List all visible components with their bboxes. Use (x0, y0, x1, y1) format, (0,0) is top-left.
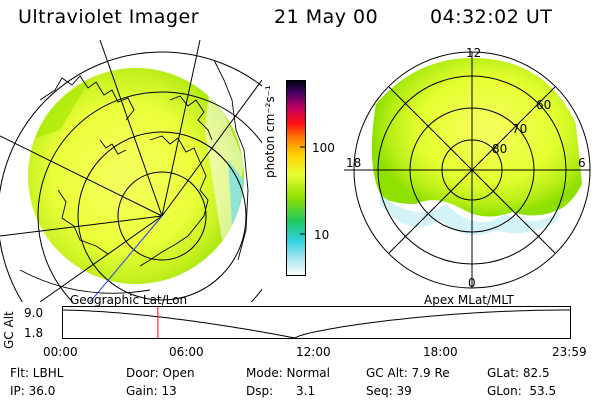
colorbar-tick-10: 10 (314, 228, 330, 242)
glon-info: GLon: 53.5 (487, 384, 557, 398)
time-tick-2359: 23:59 (552, 345, 587, 359)
door-info: Door: Open (126, 366, 195, 380)
mlat-label-60: 60 (536, 98, 552, 112)
apex-label: Apex MLat/MLT (424, 293, 514, 307)
colorbar-unit-label: photon cm⁻²s⁻¹ (263, 85, 277, 178)
dsp-info: Dsp: 3.1 (246, 384, 316, 398)
altitude-timeline (61, 306, 571, 339)
mlat-label-70: 70 (512, 122, 528, 136)
gc-alt-info: GC Alt: 7.9 Re (366, 366, 450, 380)
colorbar-tick-100: 100 (312, 141, 335, 155)
filter-info: Flt: LBHL (10, 366, 64, 380)
imager-title: Ultraviolet Imager (18, 6, 200, 28)
altitude-curve (61, 309, 570, 339)
seq-info: Seq: 39 (366, 384, 412, 398)
ip-info: IP: 36.0 (10, 384, 56, 398)
mlt-label-0: 0 (468, 276, 476, 290)
time-tick-1200: 12:00 (296, 345, 331, 359)
mode-info: Mode: Normal (246, 366, 330, 380)
color-scale-bar (286, 80, 306, 276)
geo-aurora-disc (28, 68, 244, 284)
alt-max-label: 9.0 (24, 306, 44, 320)
alt-min-label: 1.8 (24, 326, 44, 340)
coastlines (19, 59, 249, 294)
mlt-label-12: 12 (466, 46, 482, 60)
mlt-label-6: 6 (578, 156, 586, 170)
glat-info: GLat: 82.5 (487, 366, 550, 380)
geographic-label: Geographic Lat/Lon (70, 293, 188, 307)
noon-meridian-line (89, 215, 163, 302)
image-date: 21 May 00 (274, 6, 379, 28)
geo-latitude-circles (0, 51, 262, 302)
polar-aurora-oval (371, 58, 582, 217)
geo-meridians (0, 40, 262, 302)
polar-mlt-plot (344, 51, 591, 289)
image-time: 04:32:02 UT (430, 6, 553, 28)
time-tick-1800: 18:00 (423, 345, 458, 359)
gain-info: Gain: 13 (126, 384, 177, 398)
geographic-auroral-image (0, 40, 262, 302)
time-tick-0000: 00:00 (43, 345, 78, 359)
polar-grid-spokes (344, 52, 590, 288)
mlat-label-80: 80 (492, 142, 508, 156)
time-tick-0600: 06:00 (169, 345, 204, 359)
mlt-label-18: 18 (346, 156, 362, 170)
gc-alt-axis-label: GC Alt (2, 311, 16, 349)
